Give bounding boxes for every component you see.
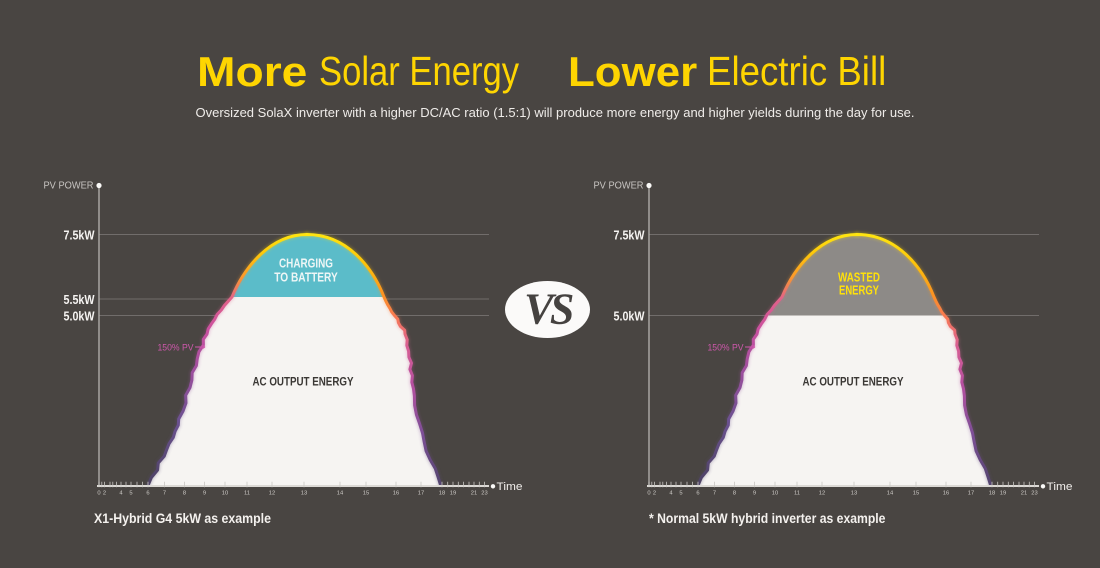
svg-text:5.5kW: 5.5kW (64, 292, 96, 307)
svg-text:ENERGY: ENERGY (839, 282, 879, 297)
svg-text:8: 8 (183, 491, 186, 497)
svg-text:Time: Time (1047, 481, 1073, 493)
svg-text:AC OUTPUT ENERGY: AC OUTPUT ENERGY (803, 376, 904, 388)
svg-text:6: 6 (696, 491, 699, 497)
svg-text:19: 19 (450, 491, 456, 497)
svg-text:0: 0 (97, 491, 100, 497)
svg-text:16: 16 (943, 491, 949, 497)
svg-text:0: 0 (647, 491, 650, 497)
svg-text:TO BATTERY: TO BATTERY (274, 270, 338, 285)
svg-text:7.5kW: 7.5kW (64, 227, 96, 242)
svg-text:2: 2 (103, 491, 106, 497)
svg-text:AC OUTPUT ENERGY: AC OUTPUT ENERGY (253, 376, 354, 388)
svg-text:17: 17 (418, 491, 424, 497)
svg-text:14: 14 (887, 491, 894, 497)
svg-text:5.0kW: 5.0kW (614, 308, 646, 323)
svg-text:5: 5 (679, 491, 682, 497)
svg-text:7: 7 (163, 491, 166, 497)
svg-text:18: 18 (439, 491, 445, 497)
svg-text:WASTED: WASTED (838, 270, 880, 285)
svg-text:4: 4 (119, 491, 123, 497)
svg-text:8: 8 (733, 491, 736, 497)
svg-text:21: 21 (471, 491, 477, 497)
svg-text:10: 10 (772, 491, 778, 497)
svg-text:23: 23 (1031, 491, 1037, 497)
svg-text:13: 13 (851, 491, 857, 497)
svg-text:13: 13 (301, 491, 307, 497)
svg-text:21: 21 (1021, 491, 1027, 497)
svg-text:150% PV: 150% PV (158, 343, 194, 353)
svg-text:19: 19 (1000, 491, 1006, 497)
svg-text:17: 17 (968, 491, 974, 497)
svg-text:16: 16 (393, 491, 399, 497)
svg-text:PV POWER: PV POWER (44, 180, 94, 192)
svg-text:7: 7 (713, 491, 716, 497)
svg-text:15: 15 (363, 491, 369, 497)
svg-text:9: 9 (203, 491, 206, 497)
svg-text:150% PV: 150% PV (708, 343, 744, 353)
svg-text:4: 4 (669, 491, 673, 497)
svg-text:7.5kW: 7.5kW (614, 227, 646, 242)
svg-text:CHARGING: CHARGING (279, 256, 333, 271)
svg-text:Time: Time (497, 481, 523, 493)
svg-text:VS: VS (524, 285, 573, 334)
svg-text:12: 12 (819, 491, 825, 497)
svg-text:11: 11 (794, 491, 800, 497)
svg-text:18: 18 (989, 491, 995, 497)
svg-text:2: 2 (653, 491, 656, 497)
svg-text:5: 5 (129, 491, 132, 497)
svg-text:11: 11 (244, 491, 250, 497)
svg-text:6: 6 (146, 491, 149, 497)
svg-text:12: 12 (269, 491, 275, 497)
svg-text:10: 10 (222, 491, 228, 497)
svg-text:9: 9 (753, 491, 756, 497)
svg-text:23: 23 (481, 491, 487, 497)
svg-text:15: 15 (913, 491, 919, 497)
svg-text:14: 14 (337, 491, 344, 497)
svg-text:5.0kW: 5.0kW (64, 308, 96, 323)
svg-text:PV POWER: PV POWER (594, 180, 644, 192)
